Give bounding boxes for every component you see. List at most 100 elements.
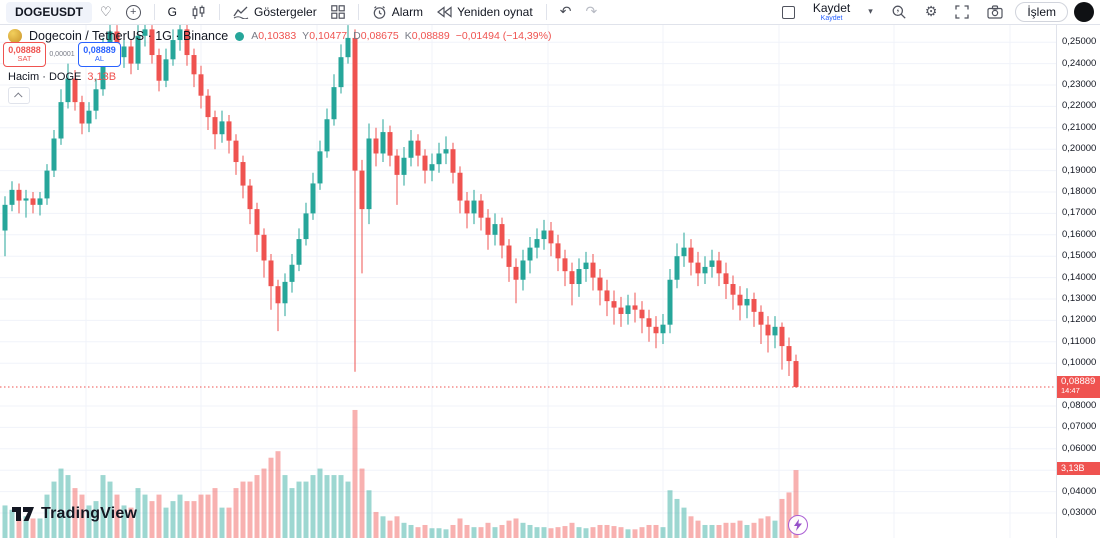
- price-tick: 0,23000: [1062, 79, 1097, 90]
- low-value: 0,08675: [360, 30, 399, 42]
- save-label-stack: Kaydet Kaydet: [813, 2, 850, 22]
- price-tick: 0,06000: [1062, 442, 1097, 454]
- collapse-legend-button[interactable]: [8, 87, 30, 104]
- favorite-button[interactable]: ♡: [94, 2, 118, 23]
- buy-sell-panel: 0,08888 SAT 0,00001 0,08889 AL: [3, 42, 121, 67]
- interval-button[interactable]: G: [162, 2, 183, 23]
- chevron-up-icon: [14, 91, 23, 101]
- settings-button[interactable]: ⚙: [919, 2, 944, 23]
- templates-button[interactable]: [325, 2, 351, 23]
- current-price-value: 0,08889: [1061, 376, 1096, 387]
- replay-button[interactable]: Yeniden oynat: [431, 2, 539, 23]
- top-toolbar: DOGEUSDT ♡ + G: [0, 0, 1100, 25]
- toolbar-left-group: DOGEUSDT ♡ + G: [6, 1, 603, 23]
- layout-square-icon: [781, 5, 795, 19]
- candlestick-icon: [192, 5, 205, 19]
- close-value: 0,08889: [411, 30, 450, 42]
- volume-layer: [2, 409, 799, 538]
- price-tick: 0,16000: [1062, 228, 1097, 240]
- save-layout-button[interactable]: Kaydet Kaydet: [807, 2, 856, 23]
- bar-countdown: 14:47: [1061, 386, 1080, 396]
- redo-icon: ↷: [585, 4, 598, 20]
- toolbar-separator: [153, 4, 155, 20]
- buy-button[interactable]: 0,08889 AL: [78, 42, 121, 67]
- price-tick: 0,08000: [1062, 400, 1097, 411]
- price-tick: 0,19000: [1062, 164, 1097, 176]
- save-label: Kaydet: [812, 1, 851, 15]
- sell-label: SAT: [17, 54, 32, 64]
- open-value: 0,10383: [258, 30, 297, 42]
- price-tick: 0,24000: [1062, 57, 1097, 69]
- symbol-ticker: DOGEUSDT: [15, 5, 84, 19]
- layout-select-button[interactable]: [776, 2, 801, 23]
- quick-search-button[interactable]: [885, 2, 913, 23]
- toolbar-right-group: Kaydet Kaydet ▾ ⚙: [776, 2, 1094, 23]
- price-tick: 0,21000: [1062, 121, 1097, 133]
- camera-icon: [987, 5, 1003, 19]
- alert-button[interactable]: Alarm: [366, 2, 429, 23]
- indicators-label: Göstergeler: [254, 5, 317, 19]
- close-label: K: [404, 30, 412, 42]
- save-menu-button[interactable]: ▾: [862, 2, 879, 23]
- grid-layout-icon: [330, 5, 345, 19]
- price-tick: 0,22000: [1062, 100, 1097, 112]
- replay-rewind-icon: [437, 6, 452, 18]
- grid-layer: [0, 25, 1056, 538]
- buy-price: 0,08889: [83, 44, 116, 55]
- sell-price: 0,08888: [8, 44, 41, 55]
- spread-value: 0,00001: [46, 51, 78, 58]
- candles-layer: [2, 25, 799, 388]
- toolbar-separator: [357, 4, 359, 20]
- alarm-clock-icon: [373, 5, 386, 19]
- symbol-search-button[interactable]: DOGEUSDT: [6, 1, 93, 23]
- compare-button[interactable]: +: [120, 2, 147, 23]
- chart-type-button[interactable]: [185, 2, 212, 23]
- price-tick: 0,25000: [1062, 36, 1097, 48]
- price-tick: 0,04000: [1062, 485, 1097, 497]
- replay-label: Yeniden oynat: [457, 5, 533, 19]
- buy-label: AL: [94, 54, 105, 64]
- save-layout-name: Kaydet: [820, 15, 843, 22]
- high-label: Y: [302, 30, 310, 42]
- lightning-icon: [794, 519, 802, 531]
- chart-canvas[interactable]: [0, 25, 1056, 538]
- indicators-button[interactable]: Göstergeler: [227, 2, 323, 23]
- trade-button[interactable]: İşlem: [1015, 2, 1068, 22]
- tradingview-logo-icon: [12, 506, 34, 521]
- undo-icon: ↶: [559, 4, 572, 20]
- undo-button[interactable]: ↶: [554, 2, 578, 23]
- price-tick: 0,15000: [1062, 250, 1097, 262]
- price-tick: 0,11000: [1062, 335, 1096, 347]
- screenshot-button[interactable]: [981, 2, 1009, 23]
- tradingview-logo-text: TradingView: [41, 505, 138, 522]
- interval-label: G: [167, 5, 178, 19]
- price-tick: 0,20000: [1062, 143, 1097, 155]
- boost-button[interactable]: [788, 515, 808, 535]
- sell-button[interactable]: 0,08888 SAT: [3, 42, 46, 67]
- compare-plus-icon: +: [125, 4, 141, 20]
- open-label: A: [251, 30, 259, 42]
- price-tick: 0,12000: [1062, 314, 1097, 326]
- doge-logo-icon: [8, 29, 22, 43]
- toolbar-separator: [219, 4, 221, 20]
- volume-legend: Hacim · DOGE 3,13B: [8, 71, 116, 83]
- heart-icon: ♡: [100, 4, 112, 20]
- redo-button[interactable]: ↷: [579, 2, 603, 23]
- indicators-icon: [233, 6, 249, 19]
- volume-axis-label: 3,13B: [1057, 462, 1100, 475]
- chart-pane[interactable]: Dogecoin / TetherUS · 1G · Binance A0,10…: [0, 25, 1056, 538]
- price-axis[interactable]: 0,08889 14:47 3,13B 0,25000 0,24000 0,2300…: [1056, 25, 1100, 538]
- avatar[interactable]: [1074, 2, 1094, 22]
- price-tick: 0,17000: [1062, 207, 1097, 219]
- price-tick: 0,18000: [1062, 186, 1097, 197]
- market-status-dot: [235, 31, 245, 41]
- symbol-title[interactable]: Dogecoin / TetherUS · 1G · Binance: [29, 29, 229, 43]
- price-tick: 0,14000: [1062, 271, 1097, 283]
- fullscreen-button[interactable]: [949, 2, 975, 23]
- current-price-label: 0,08889 14:47: [1057, 376, 1100, 398]
- ohlc-values: A0,10383 Y0,10477 D0,08675 K0,08889 −0,0…: [251, 30, 551, 42]
- toolbar-separator: [545, 4, 547, 20]
- volume-value: 3,13B: [87, 71, 117, 83]
- tradingview-logo[interactable]: TradingView: [12, 505, 137, 523]
